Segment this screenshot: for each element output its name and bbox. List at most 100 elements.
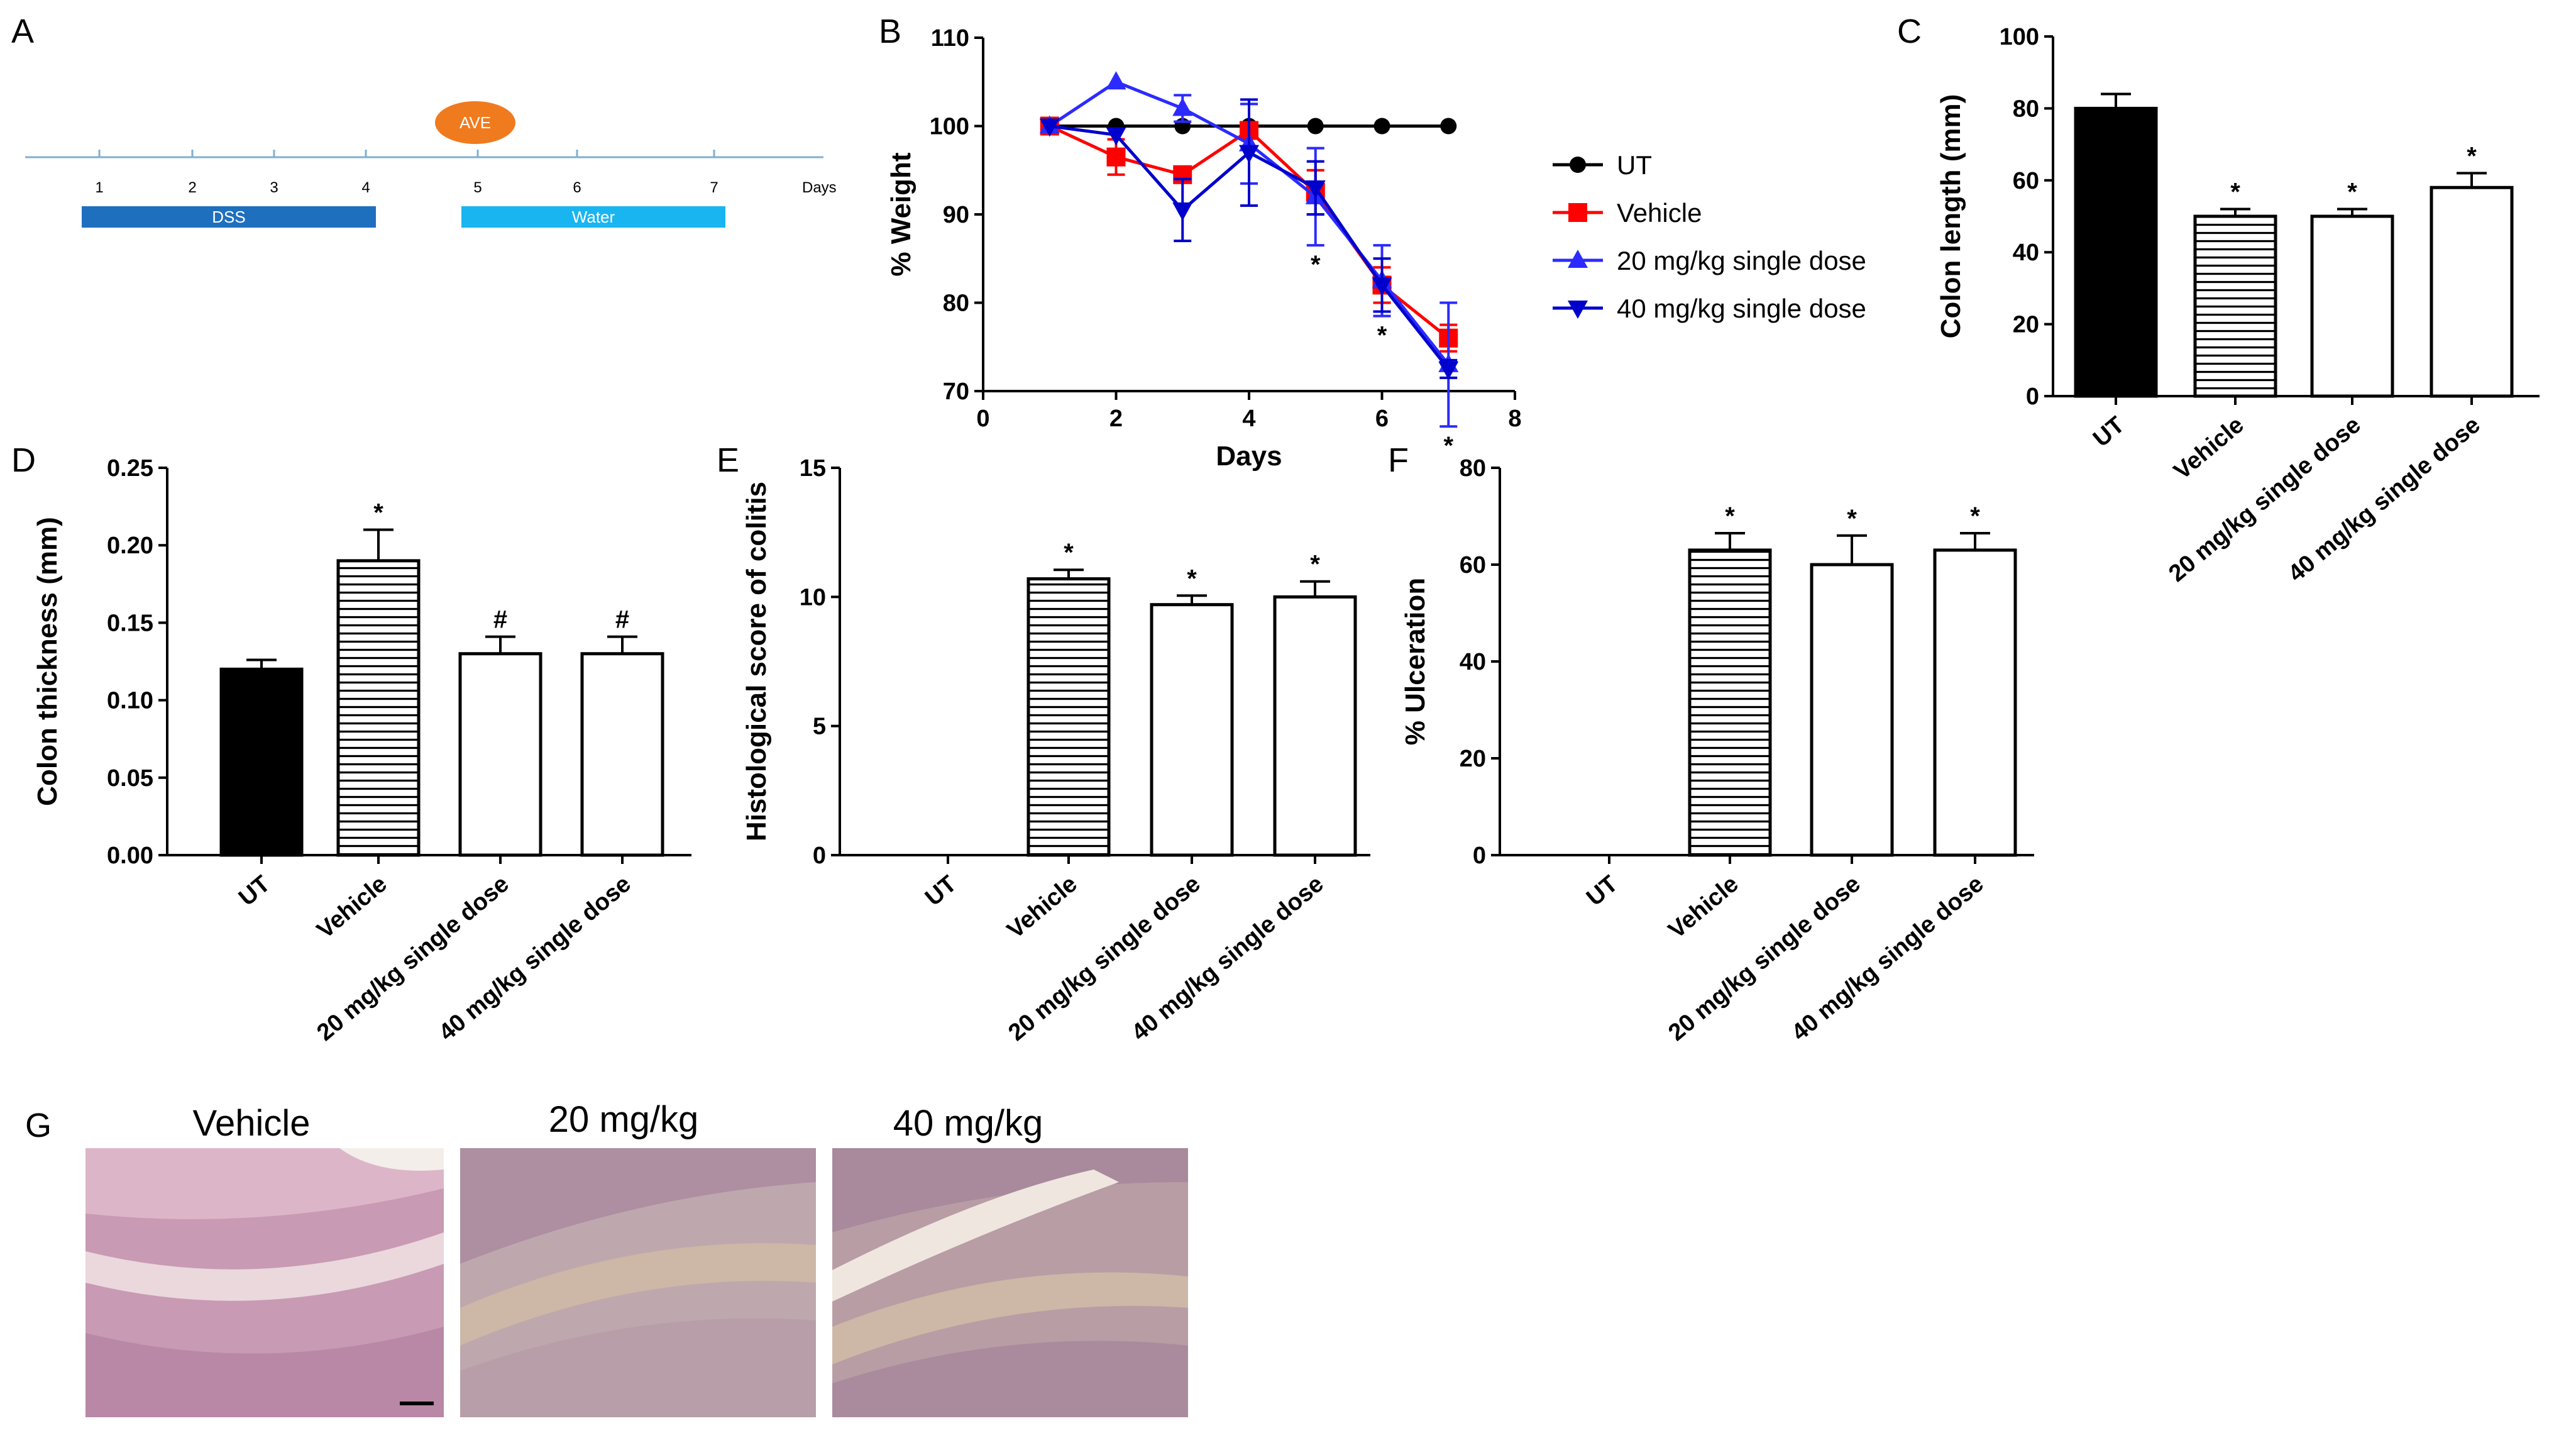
bar-group-ut: UT (2074, 92, 2158, 453)
y-tick-label: 0.15 (107, 610, 153, 636)
ave-marker (435, 101, 515, 144)
significance-mark: * (1310, 551, 1320, 578)
legend-label: 20 mg/kg single dose (1617, 246, 1866, 275)
water-label: Water (572, 207, 615, 226)
bar (219, 667, 304, 857)
micrograph-title-40mg: 40 mg/kg (893, 1103, 1043, 1144)
bar-group-vehicle: * Vehicle (1663, 502, 1772, 944)
y-tick-label: 10 (800, 584, 826, 611)
y-axis-title: % Weight (886, 152, 916, 277)
y-tick-label: 40 (2013, 240, 2039, 266)
y-axis-title: % Ulceration (1400, 578, 1431, 746)
timeline-days-label: Days (802, 179, 837, 196)
y-tick-label: 0.10 (107, 688, 153, 714)
legend-marker (1568, 250, 1588, 268)
data-point (1039, 118, 1060, 137)
data-point (1440, 118, 1457, 135)
significance-mark: * (2467, 142, 2477, 170)
panel-a-letter: A (11, 13, 34, 50)
y-tick-label: 80 (2013, 96, 2039, 122)
y-tick-label: 100 (2000, 24, 2039, 50)
timeline-day-label: 7 (710, 179, 718, 196)
x-tick-label: 8 (1508, 406, 1521, 432)
series-40-mg-kg-single-dose (1039, 98, 1459, 380)
y-tick-label: 0 (2026, 384, 2039, 410)
category-label: 40 mg/kg single dose (2283, 412, 2485, 587)
bar (1810, 563, 1894, 857)
y-tick-label: 110 (931, 25, 969, 52)
significance-mark: # (493, 606, 507, 634)
panel-e-letter: E (717, 441, 739, 479)
bar-group-ut: UT (1582, 855, 1623, 911)
bar-group-ut: UT (920, 855, 962, 911)
bar (1688, 548, 1772, 857)
bar-group-vehicle: * Vehicle (312, 499, 421, 944)
data-point (1373, 118, 1390, 135)
significance-mark: * (2230, 179, 2240, 206)
x-tick-label: 4 (1242, 406, 1255, 432)
significance-mark: * (2347, 179, 2357, 206)
panel-d: D 0.00 0.05 0.10 0.15 0.20 0.25 Colon thicknes… (11, 441, 691, 1046)
colon-thickness-chart: 0.00 0.05 0.10 0.15 0.20 0.25 Colon thickness … (32, 455, 691, 1046)
x-axis-title: Days (1216, 441, 1282, 472)
panel-c-letter: C (1897, 13, 1922, 50)
timeline-day-label: 6 (573, 179, 581, 196)
y-tick-label: 90 (943, 202, 969, 228)
micrograph-title-vehicle: Vehicle (192, 1103, 310, 1144)
bar (1273, 595, 1357, 857)
bar-group-vehicle: * Vehicle (2169, 179, 2277, 485)
data-point (1438, 361, 1459, 380)
ave-label: AVE (460, 113, 491, 132)
timeline-day-label: 1 (95, 179, 103, 196)
y-tick-label: 0.05 (107, 765, 153, 792)
timeline-ticks: 1 2 3 4 5 6 7 (95, 150, 718, 196)
dss-bar (82, 206, 376, 228)
significance-mark: # (615, 606, 629, 634)
significance-mark: * (1064, 539, 1074, 567)
y-tick-label: 60 (1460, 552, 1486, 578)
y-tick-label: 0 (1473, 843, 1486, 869)
x-tick-label: 2 (1109, 406, 1123, 432)
significance-mark: * (1970, 502, 1980, 530)
category-label: UT (2088, 412, 2130, 453)
y-tick-label: 40 (1460, 649, 1486, 675)
category-label: 20 mg/kg single dose (2164, 412, 2365, 587)
category-label: 40 mg/kg single dose (434, 871, 636, 1046)
micrograph-vehicle (85, 1148, 444, 1417)
y-tick-label: 20 (2013, 312, 2039, 338)
legend-label: 40 mg/kg single dose (1617, 294, 1866, 323)
y-tick-label: 0.00 (107, 843, 153, 869)
data-point (1106, 71, 1126, 90)
legend-marker (1568, 301, 1588, 319)
panel-c: C 0 20 40 60 80 100 Colon length (mm) UT * Vehicl… (1897, 13, 2540, 587)
bar (2310, 214, 2394, 398)
legend-marker (1570, 157, 1586, 173)
data-point (1172, 202, 1193, 221)
category-label: Vehicle (2169, 412, 2248, 485)
panel-e: E 0 5 10 15 Histological score of colitis UT *… (717, 441, 1370, 1046)
legend-label: UT (1617, 150, 1652, 180)
category-label: Vehicle (1002, 871, 1082, 944)
timeline-day-label: 3 (270, 179, 278, 196)
panel-b-letter: B (879, 13, 901, 50)
micrograph-20mg (460, 1148, 816, 1417)
bar (458, 652, 542, 857)
significance-mark: * (1847, 505, 1857, 533)
bar (1150, 603, 1234, 857)
bar (2193, 214, 2277, 398)
data-point (1106, 127, 1126, 146)
data-point (1239, 145, 1259, 163)
micrograph-title-20mg: 20 mg/kg (549, 1099, 699, 1140)
y-tick-label: 70 (943, 379, 969, 405)
legend-label: Vehicle (1617, 198, 1702, 228)
micrograph-40mg (832, 1148, 1188, 1417)
x-tick-label: 6 (1375, 406, 1389, 432)
significance-star: * (1443, 432, 1453, 460)
dss-label: DSS (212, 207, 245, 226)
panel-f-letter: F (1388, 441, 1409, 479)
panel-b: B 70 80 90 100 110 0 2 4 6 8 Days % Weight * * * UT Veh… (879, 13, 1866, 472)
data-point (1106, 147, 1126, 167)
y-tick-label: 5 (813, 714, 826, 740)
bar (580, 652, 664, 857)
